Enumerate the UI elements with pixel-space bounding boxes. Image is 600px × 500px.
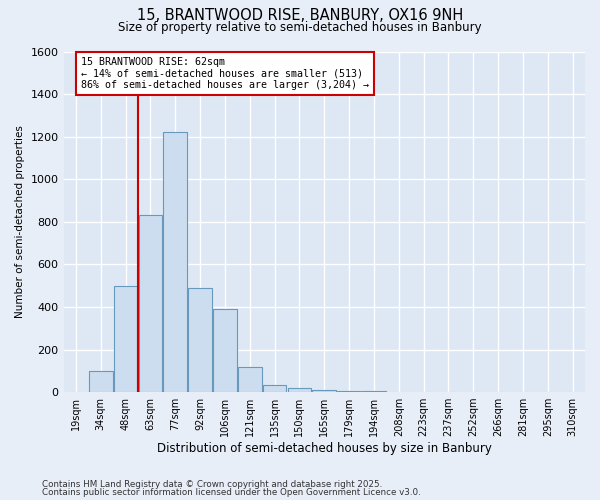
Bar [89, 371, 113, 392]
Text: Size of property relative to semi-detached houses in Banbury: Size of property relative to semi-detach… [118, 21, 482, 34]
Bar [337, 391, 361, 392]
Text: Contains public sector information licensed under the Open Government Licence v3: Contains public sector information licen… [42, 488, 421, 497]
Bar [139, 216, 162, 392]
X-axis label: Distribution of semi-detached houses by size in Banbury: Distribution of semi-detached houses by … [157, 442, 492, 455]
Bar [313, 390, 336, 392]
Text: Contains HM Land Registry data © Crown copyright and database right 2025.: Contains HM Land Registry data © Crown c… [42, 480, 382, 489]
Bar [263, 384, 286, 392]
Text: 15 BRANTWOOD RISE: 62sqm
← 14% of semi-detached houses are smaller (513)
86% of : 15 BRANTWOOD RISE: 62sqm ← 14% of semi-d… [81, 56, 369, 90]
Bar [238, 366, 262, 392]
Bar [362, 391, 386, 392]
Bar [213, 309, 237, 392]
Text: 15, BRANTWOOD RISE, BANBURY, OX16 9NH: 15, BRANTWOOD RISE, BANBURY, OX16 9NH [137, 8, 463, 22]
Bar [188, 288, 212, 392]
Bar [163, 132, 187, 392]
Bar [114, 286, 137, 392]
Bar [287, 388, 311, 392]
Y-axis label: Number of semi-detached properties: Number of semi-detached properties [15, 126, 25, 318]
